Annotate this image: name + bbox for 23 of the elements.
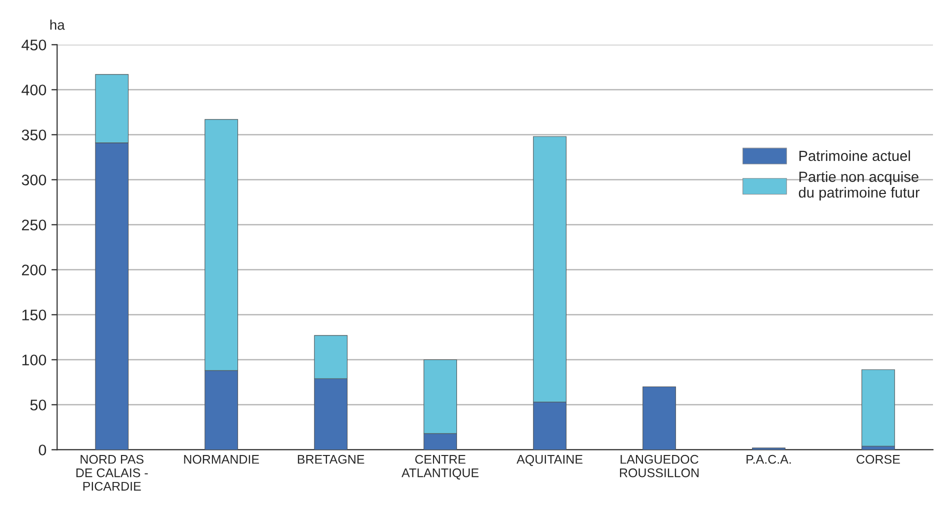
y-tick-label: 350 — [22, 130, 46, 140]
y-tick-label: 50 — [30, 400, 46, 410]
x-tick-label: P.A.C.A. — [746, 454, 791, 464]
x-tick-label: LANGUEDOC ROUSSILLON — [620, 454, 699, 478]
y-tick-label: 450 — [22, 40, 46, 50]
y-tick-label: 200 — [22, 264, 46, 276]
x-tick-label: NORMANDIE — [184, 454, 259, 464]
y-tick-label: 400 — [22, 84, 46, 96]
x-tick-label: CENTRE ATLANTIQUE — [402, 454, 479, 480]
x-tick-label: BRETAGNE — [298, 454, 364, 464]
y-tick-label: 250 — [22, 220, 46, 230]
legend-label: Partie non acquise du patrimoine futur — [798, 171, 920, 201]
x-tick-label: CORSE — [856, 454, 900, 464]
legend-label: Patrimoine actuel — [799, 150, 910, 162]
x-tick-label: AQUITAINE — [516, 454, 582, 466]
y-tick-label: 300 — [22, 174, 46, 186]
y-tick-label: 0 — [38, 444, 46, 456]
bar — [642, 386, 676, 450]
y-tick-label: 150 — [22, 310, 46, 320]
y-axis-title: ha — [50, 20, 65, 30]
y-tick-label: 100 — [22, 354, 46, 366]
x-tick-label: NORD PAS DE CALAIS - PICARDIE — [76, 454, 148, 491]
bar — [862, 369, 895, 446]
